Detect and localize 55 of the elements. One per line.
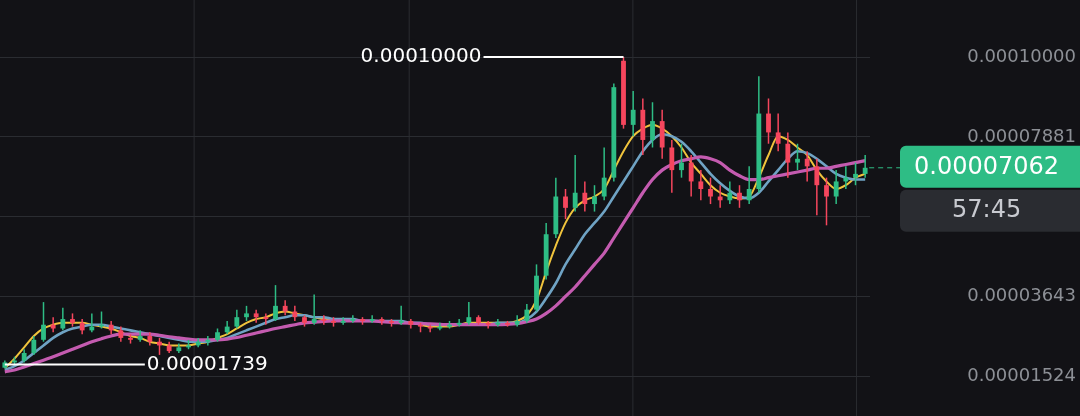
y-tick-label: 0.00007881	[967, 124, 1076, 146]
y-tick-label: 0.00001524	[967, 364, 1076, 386]
candlestick	[727, 180, 733, 205]
candlestick	[398, 305, 404, 326]
candlestick	[698, 169, 704, 202]
candlestick	[273, 284, 278, 322]
candlestick	[485, 320, 491, 330]
candlestick	[679, 142, 684, 179]
candlestick	[311, 293, 317, 326]
annotation: 0.00001739	[146, 350, 268, 375]
candlestick	[708, 176, 713, 205]
candlestick	[369, 314, 375, 324]
candlestick	[514, 314, 520, 328]
candlestick	[60, 307, 66, 332]
candlestick	[456, 318, 462, 328]
text: 57:45	[952, 195, 1022, 224]
candlestick	[592, 184, 597, 213]
candlestick	[824, 176, 829, 227]
candlestick	[853, 161, 858, 186]
candlestick	[804, 150, 810, 183]
candlestick	[862, 154, 868, 179]
y-tick-label: 0.00003643	[967, 284, 1076, 306]
annotation: 0.00010000	[360, 43, 482, 68]
candlestick	[572, 154, 578, 213]
candlestick	[650, 101, 655, 149]
candlestick	[669, 139, 675, 194]
candlestick	[321, 314, 327, 326]
candlestick	[205, 335, 211, 347]
candlestick	[466, 301, 472, 326]
candlestick	[563, 188, 568, 220]
candlestick	[253, 308, 259, 324]
candlestick	[688, 154, 694, 198]
candlestick	[737, 184, 742, 209]
candlestick	[524, 303, 530, 324]
candlestick	[31, 335, 37, 356]
y-tick-label: 0.00010000	[967, 44, 1076, 66]
candlestick	[746, 165, 752, 205]
candlestick	[795, 142, 800, 171]
candlestick	[775, 112, 781, 153]
candlestick	[41, 301, 46, 343]
candlestick	[833, 169, 839, 205]
ref-line-label: 0.00007062	[914, 152, 1060, 181]
candlestick	[814, 158, 820, 217]
candlestick	[630, 90, 636, 137]
candlestick	[582, 180, 588, 213]
candlestick	[137, 329, 143, 343]
candlestick	[601, 146, 607, 202]
candlestick	[785, 131, 791, 179]
candlestick	[263, 312, 269, 326]
candlestick	[766, 97, 771, 145]
candlestick	[379, 316, 385, 326]
candlestick	[340, 316, 346, 326]
candlestick	[350, 314, 356, 324]
candlestick	[234, 308, 240, 330]
candlestick	[495, 318, 501, 328]
